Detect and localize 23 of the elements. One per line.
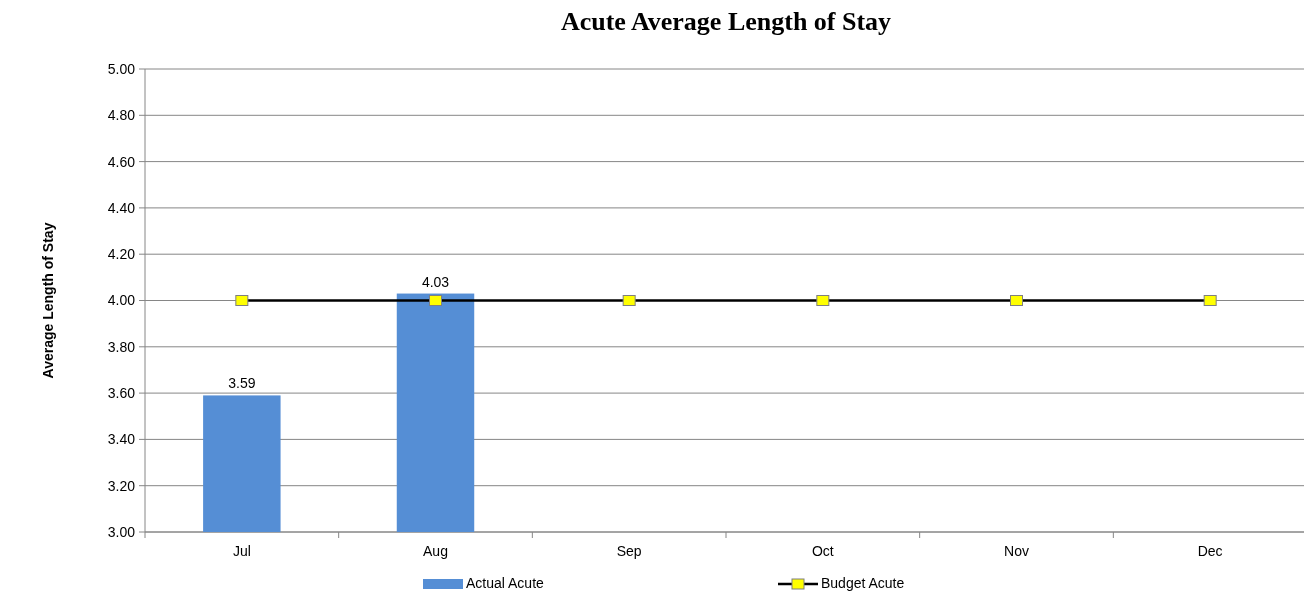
y-axis-title: Average Length of Stay	[40, 222, 56, 379]
x-tick-label: Aug	[423, 543, 448, 559]
x-tick-label: Jul	[232, 543, 251, 559]
legend-label: Actual Acute	[466, 575, 545, 591]
y-tick-label: 5.00	[107, 60, 136, 77]
y-tick-label: 3.80	[107, 338, 136, 355]
data-label: 4.03	[421, 273, 450, 290]
legend-label: Budget Acute	[821, 575, 905, 591]
y-tick-label: 4.20	[107, 246, 136, 263]
x-tick-label: Oct	[811, 543, 834, 559]
y-tick-label: 4.80	[107, 107, 136, 124]
y-tick-label: 3.20	[107, 477, 136, 494]
chart-title: Acute Average Length of Stay	[560, 7, 892, 36]
x-tick-label: Sep	[616, 543, 642, 559]
x-tick-label: Dec	[1197, 543, 1223, 559]
y-tick-label: 3.00	[107, 523, 136, 540]
y-tick-label: 4.00	[107, 292, 136, 309]
y-tick-label: 4.60	[107, 153, 136, 170]
x-tick-label: Nov	[1004, 543, 1029, 559]
data-label: 3.59	[228, 375, 256, 392]
y-tick-label: 4.40	[107, 199, 136, 216]
y-tick-label: 3.40	[107, 431, 136, 448]
y-tick-label: 3.60	[107, 385, 136, 401]
